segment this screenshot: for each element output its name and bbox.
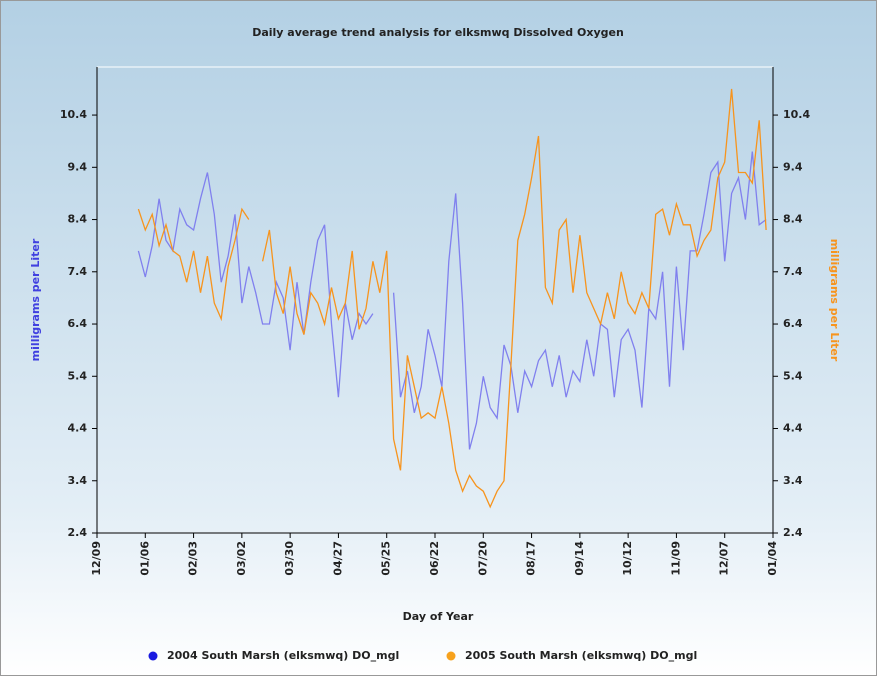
y-tick-label: 2.4	[68, 526, 88, 539]
y2-tick-label: 4.4	[783, 422, 803, 435]
y2-tick-label: 7.4	[783, 265, 803, 278]
y-tick-label: 8.4	[68, 213, 88, 226]
x-tick-label: 11/09	[669, 541, 682, 576]
y2-tick-label: 8.4	[783, 213, 803, 226]
x-tick-label: 01/06	[138, 541, 151, 576]
x-tick-label: 01/04	[766, 541, 779, 576]
legend-label: 2005 South Marsh (elksmwq) DO_mgl	[465, 649, 697, 662]
x-tick-label: 06/22	[428, 541, 441, 576]
x-tick-label: 03/02	[235, 541, 248, 576]
x-tick-label: 02/03	[187, 541, 200, 576]
y-axis-title: milligrams per Liter	[29, 238, 42, 361]
series-line	[137, 88, 767, 509]
y2-axis-title: milligrams per Liter	[828, 239, 841, 362]
y2-tick-label: 2.4	[783, 526, 803, 539]
x-tick-label: 04/27	[331, 541, 344, 576]
x-tick-label: 05/25	[380, 541, 393, 576]
legend-marker	[148, 651, 158, 661]
x-tick-label: 12/07	[718, 541, 731, 576]
x-tick-label: 03/30	[283, 541, 296, 576]
x-axis-title: Day of Year	[403, 610, 474, 623]
y-tick-label: 3.4	[68, 474, 88, 487]
y2-tick-label: 9.4	[783, 160, 803, 173]
y-tick-label: 9.4	[68, 160, 88, 173]
x-tick-label: 09/14	[573, 541, 586, 576]
x-tick-label: 07/20	[476, 541, 489, 576]
x-tick-label: 08/17	[525, 541, 538, 576]
series-line	[137, 151, 767, 450]
y2-tick-label: 6.4	[783, 317, 803, 330]
y2-tick-label: 10.4	[783, 108, 810, 121]
x-tick-label: 10/12	[621, 541, 634, 576]
y-tick-label: 10.4	[60, 108, 87, 121]
legend-label: 2004 South Marsh (elksmwq) DO_mgl	[167, 649, 399, 662]
y-tick-label: 6.4	[68, 317, 88, 330]
y-tick-label: 7.4	[68, 265, 88, 278]
y2-tick-label: 3.4	[783, 474, 803, 487]
chart-title: Daily average trend analysis for elksmwq…	[252, 26, 624, 39]
y-tick-label: 5.4	[68, 369, 88, 382]
y-tick-label: 4.4	[68, 422, 88, 435]
y2-tick-label: 5.4	[783, 369, 803, 382]
x-tick-label: 12/09	[90, 541, 103, 576]
legend-marker	[446, 651, 456, 661]
